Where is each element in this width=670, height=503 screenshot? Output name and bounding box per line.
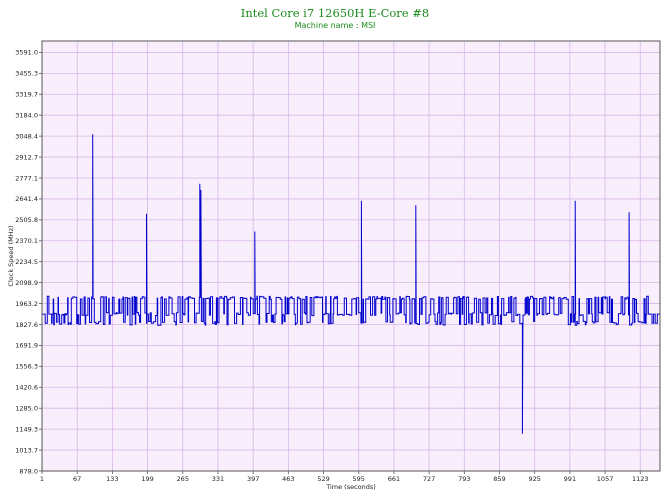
x-tick-label: 1 bbox=[40, 475, 44, 483]
y-tick-label: 1963.2 bbox=[15, 300, 38, 308]
y-tick-label: 3319.7 bbox=[15, 91, 38, 99]
x-tick-label: 793 bbox=[458, 475, 470, 483]
x-tick-label: 463 bbox=[282, 475, 294, 483]
y-tick-label: 1149.3 bbox=[15, 425, 38, 433]
chart-title: Intel Core i7 12650H E-Core #8 bbox=[240, 6, 430, 20]
x-tick-label: 595 bbox=[353, 475, 365, 483]
plot-area bbox=[42, 41, 660, 471]
x-tick-label: 1123 bbox=[632, 475, 649, 483]
x-tick-label: 199 bbox=[141, 475, 153, 483]
y-tick-label: 2098.9 bbox=[15, 279, 38, 287]
y-tick-label: 2234.5 bbox=[15, 258, 38, 266]
grid bbox=[41, 41, 660, 472]
y-tick-label: 3184.0 bbox=[15, 112, 38, 120]
plot-frame bbox=[41, 40, 661, 472]
x-tick-label: 265 bbox=[177, 475, 189, 483]
y-tick-label: 1420.6 bbox=[15, 384, 38, 392]
x-axis-label: Time (seconds) bbox=[325, 483, 376, 491]
x-tick-label: 1057 bbox=[597, 475, 614, 483]
y-tick-label: 1556.3 bbox=[15, 363, 38, 371]
y-tick-label: 2777.1 bbox=[15, 174, 38, 182]
x-tick-label: 397 bbox=[247, 475, 259, 483]
y-tick-label: 1285.0 bbox=[15, 405, 38, 413]
y-tick-label: 1827.6 bbox=[15, 321, 38, 329]
x-tick-label: 529 bbox=[317, 475, 329, 483]
x-tick-label: 661 bbox=[388, 475, 400, 483]
y-tick-label: 1691.9 bbox=[15, 342, 38, 350]
y-tick-label: 1013.7 bbox=[15, 446, 38, 454]
y-tick-label: 3591.0 bbox=[15, 49, 38, 57]
chart-subtitle: Machine name : MSI bbox=[294, 21, 376, 30]
y-tick-label: 2912.7 bbox=[15, 153, 38, 161]
y-tick-label: 2370.1 bbox=[15, 237, 38, 245]
y-tick-label: 2641.4 bbox=[15, 195, 38, 203]
y-tick-label: 3455.3 bbox=[15, 70, 38, 78]
y-axis-label: Clock Speed (MHz) bbox=[7, 225, 15, 286]
x-tick-label: 727 bbox=[423, 475, 435, 483]
x-tick-label: 67 bbox=[73, 475, 81, 483]
x-tick-label: 859 bbox=[493, 475, 505, 483]
x-tick-label: 331 bbox=[212, 475, 224, 483]
y-tick-label: 878.0 bbox=[19, 467, 38, 475]
y-tick-label: 2505.8 bbox=[15, 216, 38, 224]
x-tick-label: 133 bbox=[106, 475, 118, 483]
y-tick-label: 3048.4 bbox=[15, 132, 38, 140]
x-tick-label: 991 bbox=[564, 475, 576, 483]
series-line-clock-speed bbox=[42, 134, 660, 434]
ticks: 878.0 1013.7 1149.3 1285.0 1420.6 1556.3 1691.… bbox=[15, 49, 648, 483]
x-tick-label: 925 bbox=[528, 475, 540, 483]
